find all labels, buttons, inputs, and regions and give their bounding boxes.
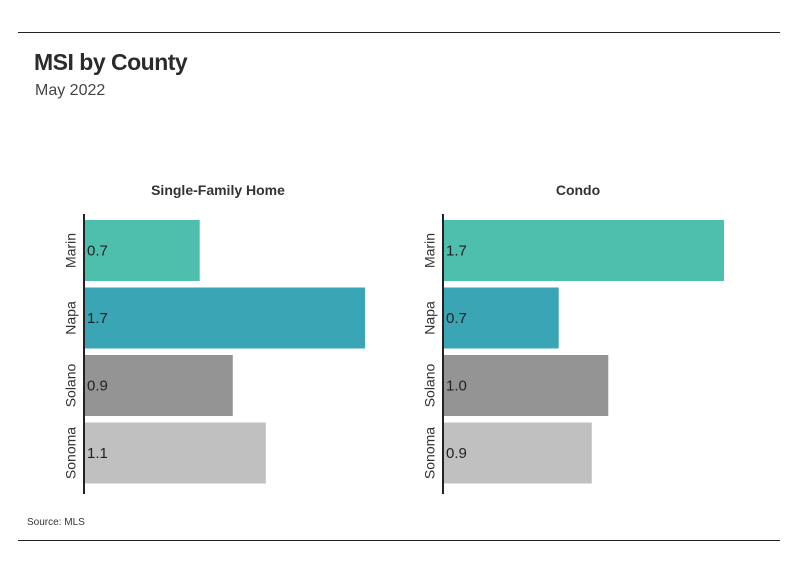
chart-title: MSI by County (34, 49, 188, 75)
bottom-rule (18, 540, 780, 541)
data-label: 0.9 (446, 445, 467, 462)
category-label: Sonoma (422, 427, 438, 479)
bar-napa (443, 287, 559, 349)
data-label: 0.9 (87, 378, 108, 395)
category-label: Marin (63, 233, 79, 268)
category-label: Napa (63, 301, 79, 335)
panel-title: Single-Family Home (151, 182, 285, 198)
top-rule (18, 32, 780, 33)
category-label: Solano (63, 363, 79, 407)
panel-title: Condo (556, 182, 600, 198)
bar-solano (84, 355, 233, 416)
source-note: Source: MLS (27, 517, 85, 528)
data-label: 0.7 (446, 310, 467, 327)
bar-solano (443, 355, 609, 416)
chart-subtitle: May 2022 (35, 82, 106, 99)
data-label: 0.7 (87, 243, 108, 260)
bar-sonoma (84, 422, 266, 484)
bar-napa (84, 287, 365, 349)
bar-sonoma (443, 422, 592, 484)
category-label: Sonoma (63, 427, 79, 479)
bar-marin (84, 220, 200, 281)
data-label: 1.0 (446, 378, 467, 395)
bar-marin (443, 220, 724, 281)
data-label: 1.7 (446, 243, 467, 260)
data-label: 1.7 (87, 310, 108, 327)
category-label: Solano (422, 363, 438, 407)
category-label: Marin (422, 233, 438, 268)
data-label: 1.1 (87, 445, 108, 462)
category-label: Napa (422, 301, 438, 335)
